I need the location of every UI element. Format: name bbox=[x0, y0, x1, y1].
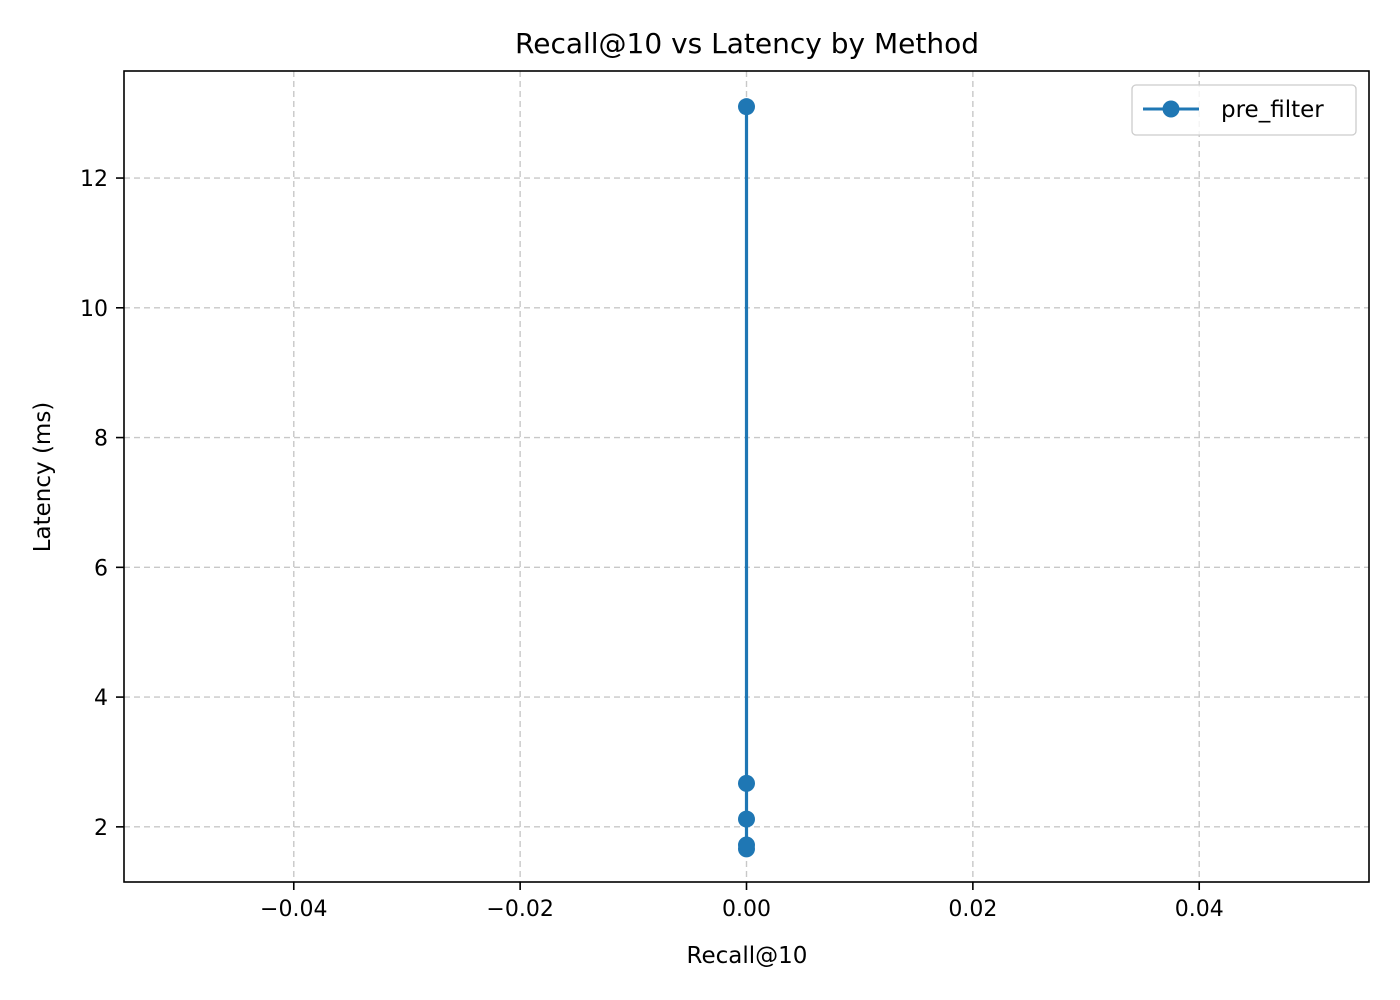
legend-label-pre-filter: pre_filter bbox=[1221, 97, 1324, 123]
x-tick-label: 0.04 bbox=[1175, 897, 1224, 922]
y-tick-label: 8 bbox=[94, 427, 108, 452]
y-tick-label: 12 bbox=[80, 167, 108, 192]
series-layer bbox=[738, 98, 755, 858]
legend-box bbox=[1131, 84, 1357, 136]
y-axis: 2 4 6 8 10 12 bbox=[80, 167, 124, 841]
data-point bbox=[738, 98, 755, 116]
y-tick-label: 6 bbox=[94, 556, 108, 581]
chart-title: Recall@10 vs Latency by Method bbox=[515, 27, 979, 60]
y-tick-label: 2 bbox=[94, 816, 108, 841]
x-tick-label: 0.02 bbox=[948, 897, 997, 922]
y-tick-label: 4 bbox=[94, 686, 108, 711]
x-axis: −0.04 −0.02 0.00 0.02 0.04 bbox=[260, 882, 1224, 922]
x-axis-label: Recall@10 bbox=[687, 943, 808, 969]
data-point bbox=[738, 774, 755, 792]
data-point bbox=[738, 836, 755, 854]
x-tick-label: −0.04 bbox=[260, 897, 327, 922]
y-axis-label: Latency (ms) bbox=[30, 402, 56, 553]
y-tick-label: 10 bbox=[80, 297, 108, 322]
x-tick-label: 0.00 bbox=[722, 897, 771, 922]
legend: pre_filter bbox=[1131, 84, 1357, 136]
data-point bbox=[738, 810, 755, 828]
x-tick-label: −0.02 bbox=[486, 897, 553, 922]
legend-marker bbox=[1162, 100, 1180, 118]
